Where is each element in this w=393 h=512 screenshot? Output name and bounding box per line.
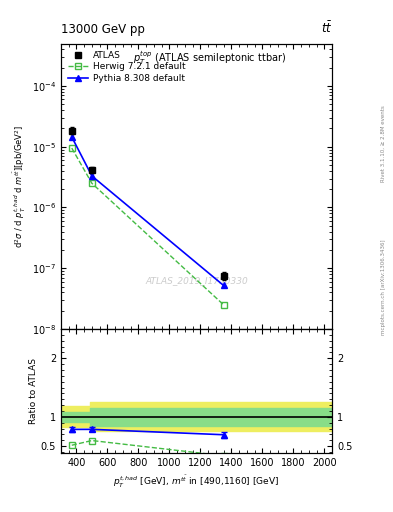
- Y-axis label: Ratio to ATLAS: Ratio to ATLAS: [29, 358, 38, 424]
- Legend: ATLAS, Herwig 7.2.1 default, Pythia 8.308 default: ATLAS, Herwig 7.2.1 default, Pythia 8.30…: [65, 48, 188, 86]
- Text: $p_T^{top}$ (ATLAS semileptonic ttbar): $p_T^{top}$ (ATLAS semileptonic ttbar): [134, 49, 286, 67]
- Y-axis label: d$^2\sigma$ / d $p_T^{t,had}$ d $m^{t\bar{t}}$][pb/GeV$^2$]: d$^2\sigma$ / d $p_T^{t,had}$ d $m^{t\ba…: [11, 125, 28, 248]
- Text: $t\bar{t}$: $t\bar{t}$: [321, 20, 332, 36]
- Text: mcplots.cern.ch [arXiv:1306.3436]: mcplots.cern.ch [arXiv:1306.3436]: [381, 239, 386, 334]
- X-axis label: $p_T^{t,had}$ [GeV], $m^{t\bar{t}}$ in [490,1160] [GeV]: $p_T^{t,had}$ [GeV], $m^{t\bar{t}}$ in […: [113, 474, 280, 490]
- Text: 13000 GeV pp: 13000 GeV pp: [61, 23, 145, 36]
- Text: Rivet 3.1.10, ≥ 2.8M events: Rivet 3.1.10, ≥ 2.8M events: [381, 105, 386, 182]
- Text: ATLAS_2019_I1750330: ATLAS_2019_I1750330: [145, 276, 248, 285]
